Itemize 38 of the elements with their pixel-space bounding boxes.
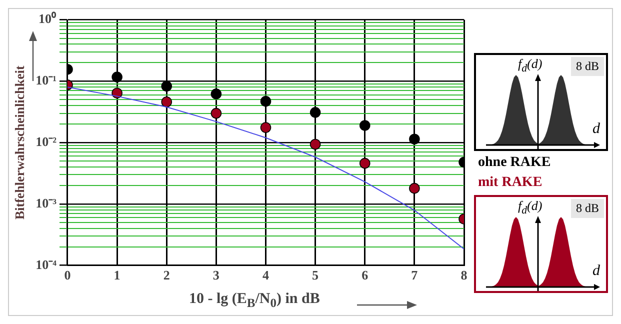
point (359, 158, 370, 169)
point (260, 122, 272, 133)
series-label: mit RAKE (478, 175, 544, 191)
point (210, 108, 222, 119)
text: f$_{d}$(d) (518, 198, 542, 217)
y-tick-label: 10⁻² (36, 134, 57, 149)
x-tick-label: 4 (262, 268, 270, 283)
x-tick-label: 7 (411, 268, 418, 283)
point (161, 80, 172, 92)
series-label: ohne RAKE (478, 155, 552, 171)
point (260, 96, 272, 107)
x-tick-label: 6 (362, 268, 369, 283)
point (310, 138, 321, 150)
text: f$_{d}$(d) (518, 56, 542, 75)
x-tick-label: 1 (114, 268, 120, 283)
text: d (592, 121, 600, 138)
x-tick-label: 2 (163, 268, 170, 283)
point (112, 72, 122, 82)
point (112, 88, 122, 98)
point (310, 107, 321, 118)
x-tick-label: 8 (460, 268, 468, 283)
point (409, 134, 420, 145)
y-tick-label: 10⁻¹ (36, 72, 57, 88)
x-tick-label: 0 (64, 268, 71, 283)
text: 8 dB (570, 199, 604, 218)
text: 8 dB (570, 57, 604, 76)
y-tick-label: 10⁻³ (36, 195, 57, 210)
x-axis-title: 10 - lg (E$_{B}$/N$_{0}$) in dB (189, 291, 320, 311)
point (161, 96, 172, 108)
x-tick-label: 3 (212, 268, 220, 283)
point (210, 88, 222, 100)
x-tick-label: 5 (312, 268, 320, 283)
y-tick-label: 10⁰ (38, 11, 56, 26)
text: d (592, 263, 600, 280)
point (359, 120, 370, 131)
y-tick-label: 10⁻⁴ (36, 256, 57, 272)
point (409, 182, 420, 194)
y-axis-title: Bitfehlerwahrscheinlichkeit (12, 65, 28, 220)
